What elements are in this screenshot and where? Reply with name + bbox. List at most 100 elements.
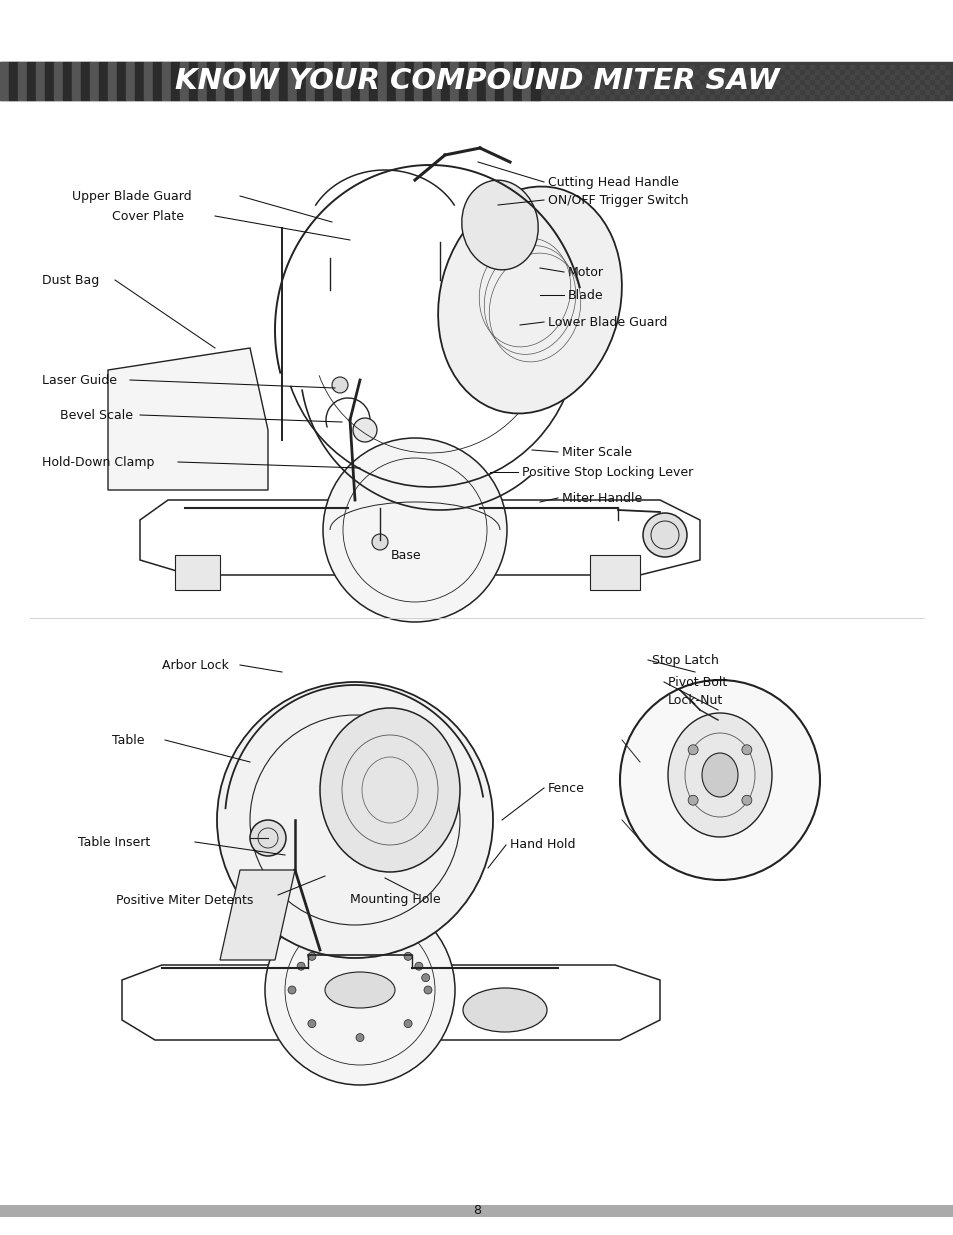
Text: Miter Handle: Miter Handle (561, 492, 641, 505)
Bar (432, 62, 440, 100)
Bar (470, 85, 475, 90)
Bar (274, 70, 280, 75)
Bar (914, 70, 919, 75)
Bar (884, 80, 889, 85)
Bar (814, 90, 820, 95)
Bar (444, 80, 450, 85)
Bar (80, 95, 85, 100)
Bar (664, 80, 669, 85)
Bar (359, 65, 365, 70)
Bar (325, 90, 330, 95)
Bar (430, 95, 435, 100)
Bar (165, 90, 170, 95)
Bar (290, 85, 294, 90)
Bar (355, 90, 359, 95)
Bar (624, 90, 629, 95)
Bar (459, 75, 464, 80)
Bar (379, 75, 385, 80)
Bar (464, 90, 470, 95)
Bar (749, 65, 754, 70)
Bar (639, 65, 644, 70)
Bar (75, 90, 80, 95)
Bar (919, 65, 924, 70)
Bar (760, 75, 764, 80)
Bar (350, 95, 355, 100)
Bar (794, 70, 800, 75)
Bar (18, 62, 27, 100)
Bar (604, 70, 609, 75)
Bar (515, 90, 519, 95)
Bar (884, 70, 889, 75)
Bar (734, 80, 740, 85)
Bar (95, 90, 100, 95)
Bar (615, 90, 619, 95)
Circle shape (322, 945, 330, 952)
Circle shape (415, 962, 422, 971)
Bar (245, 70, 250, 75)
Bar (555, 80, 559, 85)
Bar (80, 65, 85, 70)
Text: Positive Miter Detents: Positive Miter Detents (116, 893, 253, 906)
Bar (0, 85, 5, 90)
Circle shape (687, 745, 698, 755)
Bar (764, 90, 769, 95)
Bar (180, 65, 185, 70)
Bar (410, 65, 415, 70)
Bar (524, 90, 530, 95)
Bar (939, 95, 944, 100)
Bar (679, 75, 684, 80)
Bar (260, 95, 265, 100)
Bar (150, 65, 154, 70)
Bar (359, 62, 369, 100)
Bar (270, 62, 278, 100)
Bar (422, 62, 432, 100)
Bar (200, 85, 205, 90)
Bar (365, 90, 370, 95)
Bar (814, 70, 820, 75)
Bar (495, 80, 499, 85)
Bar (569, 65, 575, 70)
Bar (769, 65, 774, 70)
Bar (234, 70, 240, 75)
Bar (539, 75, 544, 80)
Text: Table: Table (112, 734, 144, 746)
Bar (939, 85, 944, 90)
Bar (180, 95, 185, 100)
Bar (829, 75, 834, 80)
Bar (160, 75, 165, 80)
Bar (220, 65, 225, 70)
Bar (294, 90, 299, 95)
Bar (675, 80, 679, 85)
Bar (27, 62, 36, 100)
Bar (140, 65, 145, 70)
Bar (569, 75, 575, 80)
Bar (675, 70, 679, 75)
Bar (929, 85, 934, 90)
Bar (749, 85, 754, 90)
Bar (889, 85, 894, 90)
Bar (809, 85, 814, 90)
Bar (579, 85, 584, 90)
Bar (379, 95, 385, 100)
Circle shape (288, 986, 295, 994)
Bar (809, 65, 814, 70)
Bar (649, 95, 655, 100)
Bar (840, 85, 844, 90)
Bar (333, 62, 341, 100)
Bar (635, 70, 639, 75)
Bar (894, 90, 899, 95)
Bar (909, 75, 914, 80)
Bar (233, 62, 243, 100)
Bar (709, 75, 714, 80)
Bar (649, 85, 655, 90)
Bar (395, 80, 399, 85)
Bar (35, 80, 40, 85)
Bar (250, 65, 254, 70)
Bar (513, 62, 521, 100)
Bar (720, 65, 724, 70)
Bar (419, 95, 424, 100)
Bar (459, 65, 464, 70)
Bar (260, 75, 265, 80)
Bar (430, 85, 435, 90)
Bar (194, 70, 200, 75)
